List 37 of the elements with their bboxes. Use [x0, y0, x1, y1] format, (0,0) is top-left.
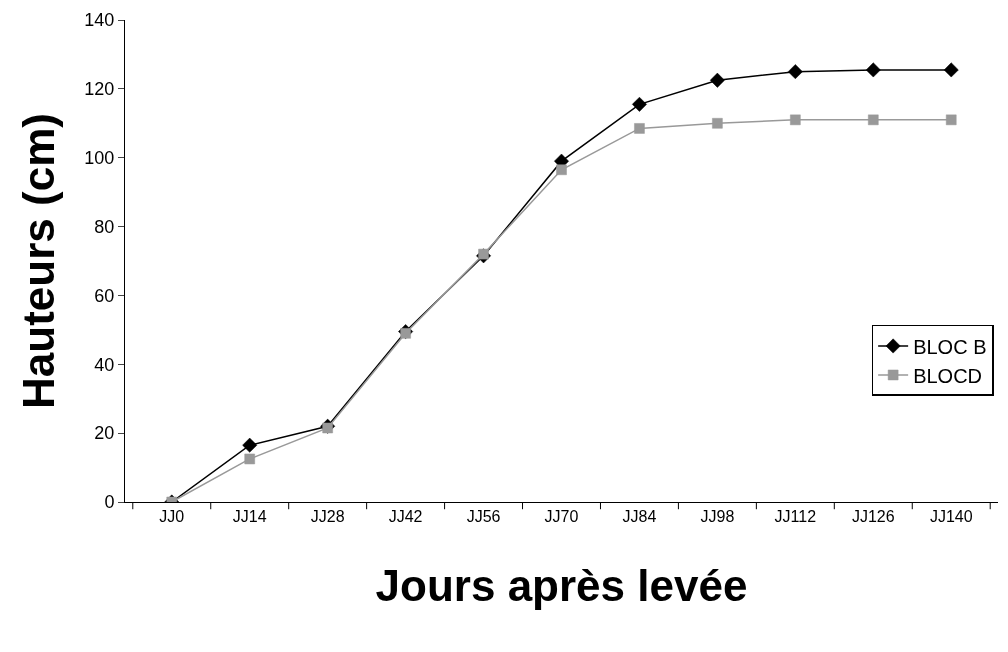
y-tick-label: 0	[104, 492, 115, 513]
point	[242, 437, 258, 453]
point	[943, 62, 959, 78]
point	[244, 453, 255, 465]
point	[556, 164, 567, 176]
point	[322, 422, 333, 434]
y-tick-label: 120	[84, 79, 115, 100]
y-tick-label: 40	[94, 354, 115, 375]
x-tick-label: JJ70	[544, 508, 579, 526]
point	[634, 123, 645, 134]
point	[712, 118, 723, 129]
point	[787, 64, 803, 80]
point	[632, 96, 647, 112]
x-tick-label: JJ0	[159, 508, 185, 526]
legend-label: BLOC B	[913, 335, 987, 358]
y-axis-title: Hauteurs (cm)	[14, 113, 64, 409]
y-tick-label: 100	[84, 148, 115, 169]
y-tick-label: 140	[84, 10, 115, 31]
x-tick-label: JJ42	[388, 508, 423, 526]
point	[945, 114, 957, 126]
point	[709, 72, 725, 88]
point	[868, 114, 879, 126]
x-tick-label: JJ140	[929, 508, 973, 526]
x-tick-label: JJ28	[310, 508, 345, 526]
x-tick-label: JJ112	[774, 508, 817, 526]
y-tick-label: 80	[94, 216, 115, 237]
legend-label: BLOCD	[913, 364, 983, 387]
x-tick-label: JJ56	[466, 508, 501, 526]
x-axis-title: Jours après levée	[375, 560, 748, 610]
x-tick-label: JJ84	[622, 508, 657, 526]
x-tick-label: JJ14	[232, 508, 267, 526]
point	[790, 114, 801, 126]
point	[865, 62, 881, 78]
x-tick-label: JJ126	[851, 508, 895, 526]
x-tick-label: JJ98	[700, 508, 735, 526]
y-tick-label: 20	[94, 423, 115, 444]
y-tick-label: 60	[94, 285, 115, 306]
